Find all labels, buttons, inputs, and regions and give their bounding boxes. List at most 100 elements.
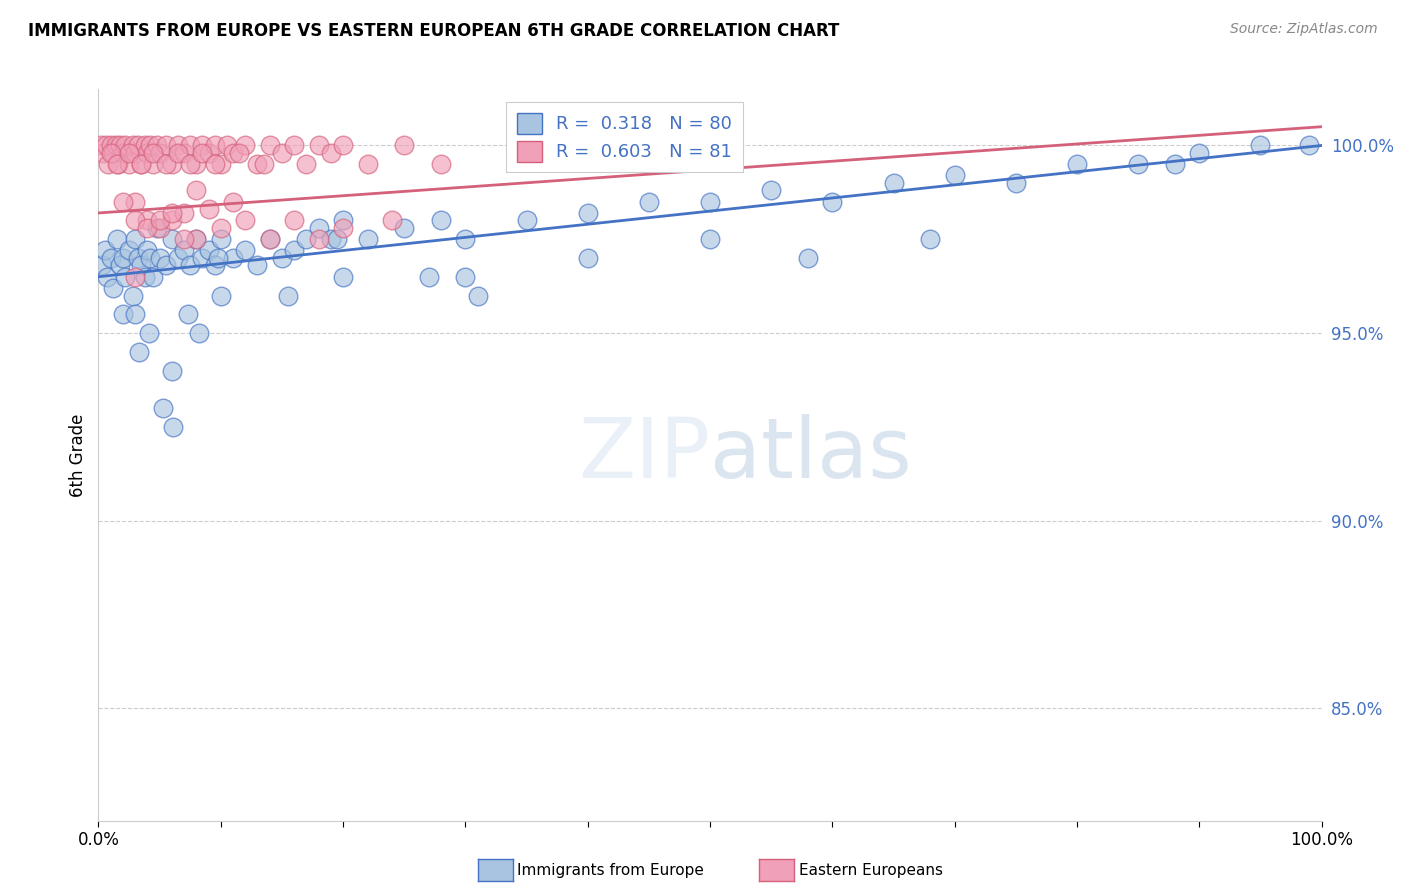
Point <box>186 232 208 246</box>
Point <box>177 307 200 321</box>
Point <box>222 194 245 209</box>
Point <box>111 145 134 160</box>
Point <box>167 145 190 160</box>
Point <box>129 157 152 171</box>
Point <box>319 232 342 246</box>
Point <box>295 157 318 171</box>
Point <box>121 138 143 153</box>
Point <box>142 145 165 160</box>
Point <box>191 251 214 265</box>
Point <box>160 213 183 227</box>
Point <box>110 138 132 153</box>
Point <box>191 138 214 153</box>
Point <box>204 138 226 153</box>
Point <box>576 251 599 265</box>
Point <box>100 251 122 265</box>
Point <box>430 157 453 171</box>
Point <box>222 251 245 265</box>
Point <box>124 213 146 227</box>
Point <box>114 269 136 284</box>
Point <box>110 259 132 273</box>
Point <box>100 145 122 160</box>
Point <box>152 401 174 415</box>
Point <box>173 232 195 246</box>
Point <box>308 221 330 235</box>
Point <box>1298 138 1320 153</box>
Point <box>179 157 201 171</box>
Point <box>576 206 599 220</box>
Point <box>356 157 378 171</box>
Point <box>356 232 378 246</box>
Point <box>114 138 136 153</box>
Point <box>430 213 453 227</box>
Point <box>118 145 141 160</box>
Point <box>637 194 661 209</box>
Point <box>259 232 281 246</box>
Point <box>96 269 118 284</box>
Point <box>215 138 238 153</box>
Point <box>160 363 183 377</box>
Point <box>97 157 120 171</box>
Point <box>761 184 783 198</box>
Point <box>332 221 354 235</box>
Point <box>94 138 117 153</box>
Point <box>91 145 114 160</box>
Point <box>105 232 128 246</box>
Point <box>91 259 114 273</box>
Point <box>139 251 162 265</box>
Point <box>319 145 342 160</box>
Point <box>149 221 172 235</box>
Text: IMMIGRANTS FROM EUROPE VS EASTERN EUROPEAN 6TH GRADE CORRELATION CHART: IMMIGRANTS FROM EUROPE VS EASTERN EUROPE… <box>28 22 839 40</box>
Point <box>1164 157 1187 171</box>
Point <box>136 244 159 258</box>
Text: Immigrants from Europe: Immigrants from Europe <box>517 863 704 878</box>
Point <box>124 269 146 284</box>
Point <box>1250 138 1272 153</box>
Point <box>138 326 160 340</box>
Point <box>332 213 354 227</box>
Legend: R =  0.318   N = 80, R =  0.603   N = 81: R = 0.318 N = 80, R = 0.603 N = 81 <box>506 102 742 172</box>
Point <box>124 145 146 160</box>
Point <box>127 251 149 265</box>
Point <box>283 213 305 227</box>
Point <box>197 202 219 217</box>
Point <box>209 221 232 235</box>
Point <box>283 244 305 258</box>
Point <box>149 213 172 227</box>
Point <box>107 157 129 171</box>
Point <box>129 259 152 273</box>
Point <box>155 157 177 171</box>
Point <box>699 194 721 209</box>
Point <box>797 251 820 265</box>
Point <box>228 145 250 160</box>
Point <box>187 326 209 340</box>
Point <box>392 138 416 153</box>
Point <box>139 138 162 153</box>
Point <box>222 145 245 160</box>
Point <box>197 145 219 160</box>
Point <box>191 145 214 160</box>
Point <box>209 232 232 246</box>
Point <box>204 157 226 171</box>
Point <box>454 269 477 284</box>
Point <box>252 157 274 171</box>
Point <box>101 281 124 295</box>
Point <box>1188 145 1211 160</box>
Point <box>160 157 183 171</box>
Point <box>124 307 146 321</box>
Point <box>418 269 440 284</box>
Point <box>155 259 177 273</box>
Point <box>124 194 146 209</box>
Point <box>149 145 172 160</box>
Text: atlas: atlas <box>710 415 911 495</box>
Point <box>179 259 201 273</box>
Point <box>467 288 489 302</box>
Point <box>155 138 177 153</box>
Point <box>821 194 844 209</box>
Point <box>111 194 134 209</box>
Point <box>283 138 305 153</box>
Point <box>246 259 269 273</box>
Point <box>270 145 294 160</box>
Point <box>173 206 195 220</box>
Point <box>104 138 127 153</box>
